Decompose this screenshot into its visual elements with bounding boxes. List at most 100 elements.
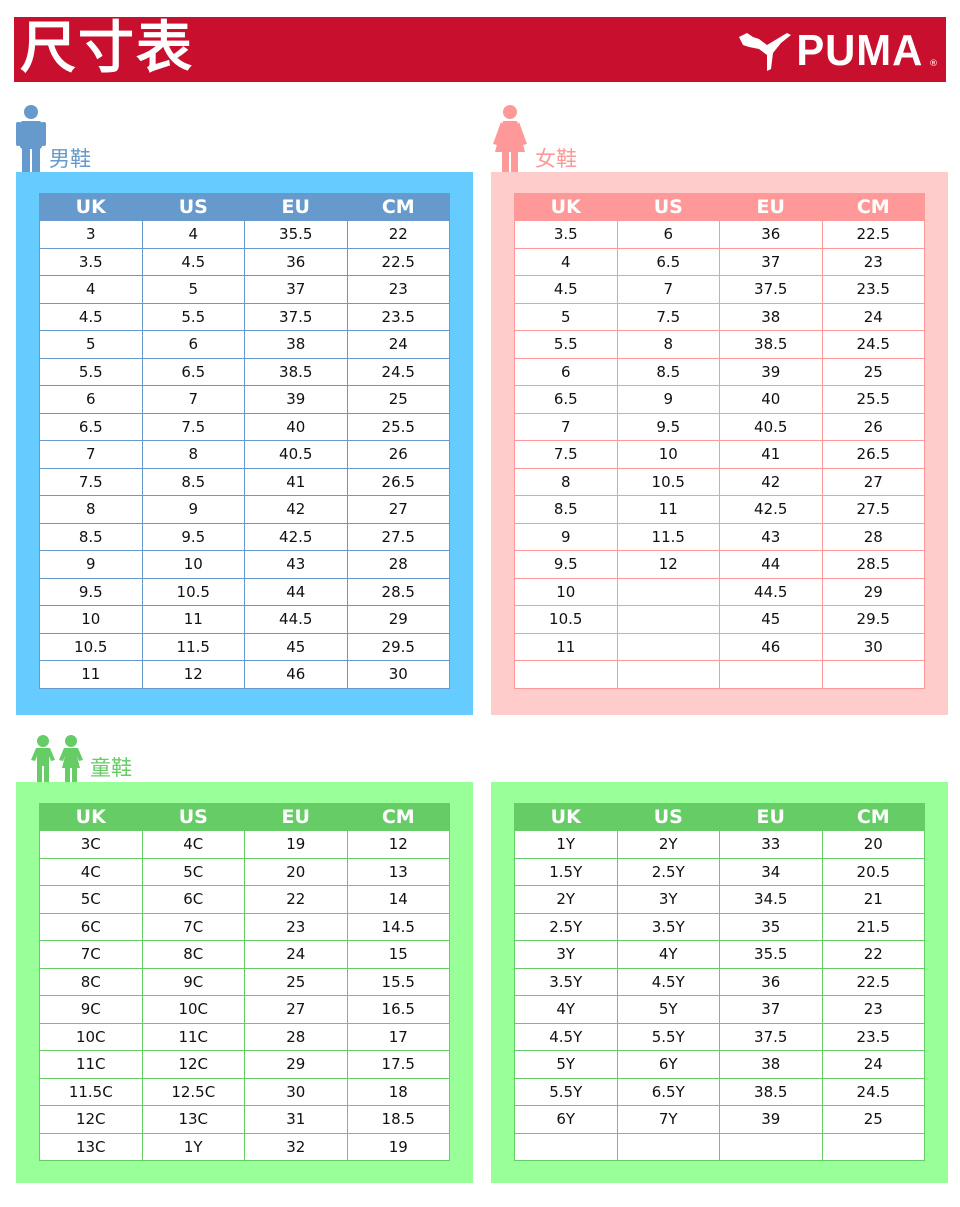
size-cell-us: 10C [141,995,245,1024]
size-cell-cm: 24.5 [821,1077,925,1106]
page-title: 尺寸表 [20,16,194,81]
table-row: 3.5 4.5 36 22.5 [39,247,450,276]
size-cell-cm: 30 [821,632,925,661]
size-cell-eu: 40 [719,385,823,414]
table-row: 4.5Y 5.5Y 37.5 23.5 [514,1022,925,1051]
kids-size-table-left: UK US EU CM 3C 4C 19 12 4C 5C 20 13 5C 6C 22 14 6C 7C 23 14… [39,803,450,1161]
size-cell-uk: 4.5 [39,302,143,331]
header-banner: 尺寸表 PUMA ® [14,16,946,82]
size-cell-uk: 3 [39,220,143,249]
size-cell-uk: 6 [39,385,143,414]
size-cell-us: 4 [141,220,245,249]
size-cell-cm: 22.5 [346,247,450,276]
size-cell-us: 8C [141,940,245,969]
size-cell-eu: 22 [244,885,348,914]
size-cell-eu: 35.5 [244,220,348,249]
size-cell-eu: 42 [719,467,823,496]
size-cell-uk: 9 [39,550,143,579]
size-cell-eu: 31 [244,1105,348,1134]
size-cell-uk: 3.5 [514,220,618,249]
size-cell-eu: 24 [244,940,348,969]
column-header-eu: EU [244,803,348,831]
kids-size-table-right: UK US EU CM 1Y 2Y 33 20 1.5Y 2.5Y 34 20.5 2Y 3Y 34.5 21… [514,803,925,1161]
size-cell-uk: 11C [39,1050,143,1079]
table-row: 11.5C 12.5C 30 18 [39,1077,450,1106]
size-cell-uk: 12C [39,1105,143,1134]
table-row: 4Y 5Y 37 23 [514,995,925,1024]
column-header-us: US [141,803,245,831]
size-cell-us: 6Y [616,1050,720,1079]
size-cell-us: 4.5Y [616,967,720,996]
size-cell-us: 10.5 [141,577,245,606]
size-cell-us: 12C [141,1050,245,1079]
size-cell-eu: 20 [244,857,348,886]
size-cell-cm: 29.5 [821,605,925,634]
size-cell-eu: 40 [244,412,348,441]
column-header-uk: UK [39,193,143,221]
size-cell-eu: 37 [244,275,348,304]
size-cell-uk: 5 [514,302,618,331]
size-cell-cm: 24 [346,330,450,359]
table-row [514,660,925,689]
table-row: 4.5 5.5 37.5 23.5 [39,302,450,331]
size-cell-uk: 9 [514,522,618,551]
size-cell-eu: 40.5 [719,412,823,441]
table-row: 9C 10C 27 16.5 [39,995,450,1024]
size-cell-uk: 6 [514,357,618,386]
size-cell-cm: 24.5 [346,357,450,386]
size-cell-uk [514,1132,618,1161]
size-cell-cm: 25 [346,385,450,414]
size-cell-cm: 23.5 [346,302,450,331]
size-cell-cm: 25 [821,357,925,386]
size-cell-cm: 22.5 [821,220,925,249]
size-cell-eu: 44.5 [244,605,348,634]
size-cell-eu: 23 [244,912,348,941]
size-cell-uk [514,660,618,689]
size-cell-us: 4C [141,830,245,859]
size-cell-eu: 29 [244,1050,348,1079]
size-cell-cm: 26 [821,412,925,441]
size-cell-cm: 30 [346,660,450,689]
size-cell-cm: 29.5 [346,632,450,661]
table-row: 7 8 40.5 26 [39,440,450,469]
size-cell-eu: 32 [244,1132,348,1161]
size-cell-us: 11 [616,495,720,524]
puma-cat-icon [739,33,792,71]
size-cell-cm: 28.5 [821,550,925,579]
size-cell-cm: 20 [821,830,925,859]
size-cell-us [616,660,720,689]
size-cell-cm: 25 [821,1105,925,1134]
table-row: 6Y 7Y 39 25 [514,1105,925,1134]
size-cell-us: 7.5 [616,302,720,331]
size-cell-eu: 42 [244,495,348,524]
size-cell-eu: 38.5 [244,357,348,386]
table-row [514,1132,925,1161]
table-row: 11 12 46 30 [39,660,450,689]
size-cell-cm: 17.5 [346,1050,450,1079]
size-cell-cm: 28 [346,550,450,579]
size-cell-eu: 38.5 [719,1077,823,1106]
size-cell-us: 3Y [616,885,720,914]
table-row: 3C 4C 19 12 [39,830,450,859]
size-cell-uk: 8.5 [39,522,143,551]
size-cell-us [616,632,720,661]
size-cell-eu: 38.5 [719,330,823,359]
size-cell-eu: 42.5 [719,495,823,524]
size-cell-us: 12 [141,660,245,689]
table-row: 3.5Y 4.5Y 36 22.5 [514,967,925,996]
size-cell-us [616,577,720,606]
table-row: 5.5 6.5 38.5 24.5 [39,357,450,386]
size-cell-uk: 1.5Y [514,857,618,886]
table-row: 12C 13C 31 18.5 [39,1105,450,1134]
size-cell-eu: 30 [244,1077,348,1106]
table-row: 9.5 10.5 44 28.5 [39,577,450,606]
column-header-cm: CM [346,803,450,831]
table-header-row: UK US EU CM [39,803,450,831]
size-cell-us: 7.5 [141,412,245,441]
size-cell-cm: 23.5 [821,275,925,304]
size-cell-cm: 23.5 [821,1022,925,1051]
size-cell-uk: 4Y [514,995,618,1024]
table-header-row: UK US EU CM [514,193,925,221]
table-row: 7 9.5 40.5 26 [514,412,925,441]
size-cell-eu: 25 [244,967,348,996]
